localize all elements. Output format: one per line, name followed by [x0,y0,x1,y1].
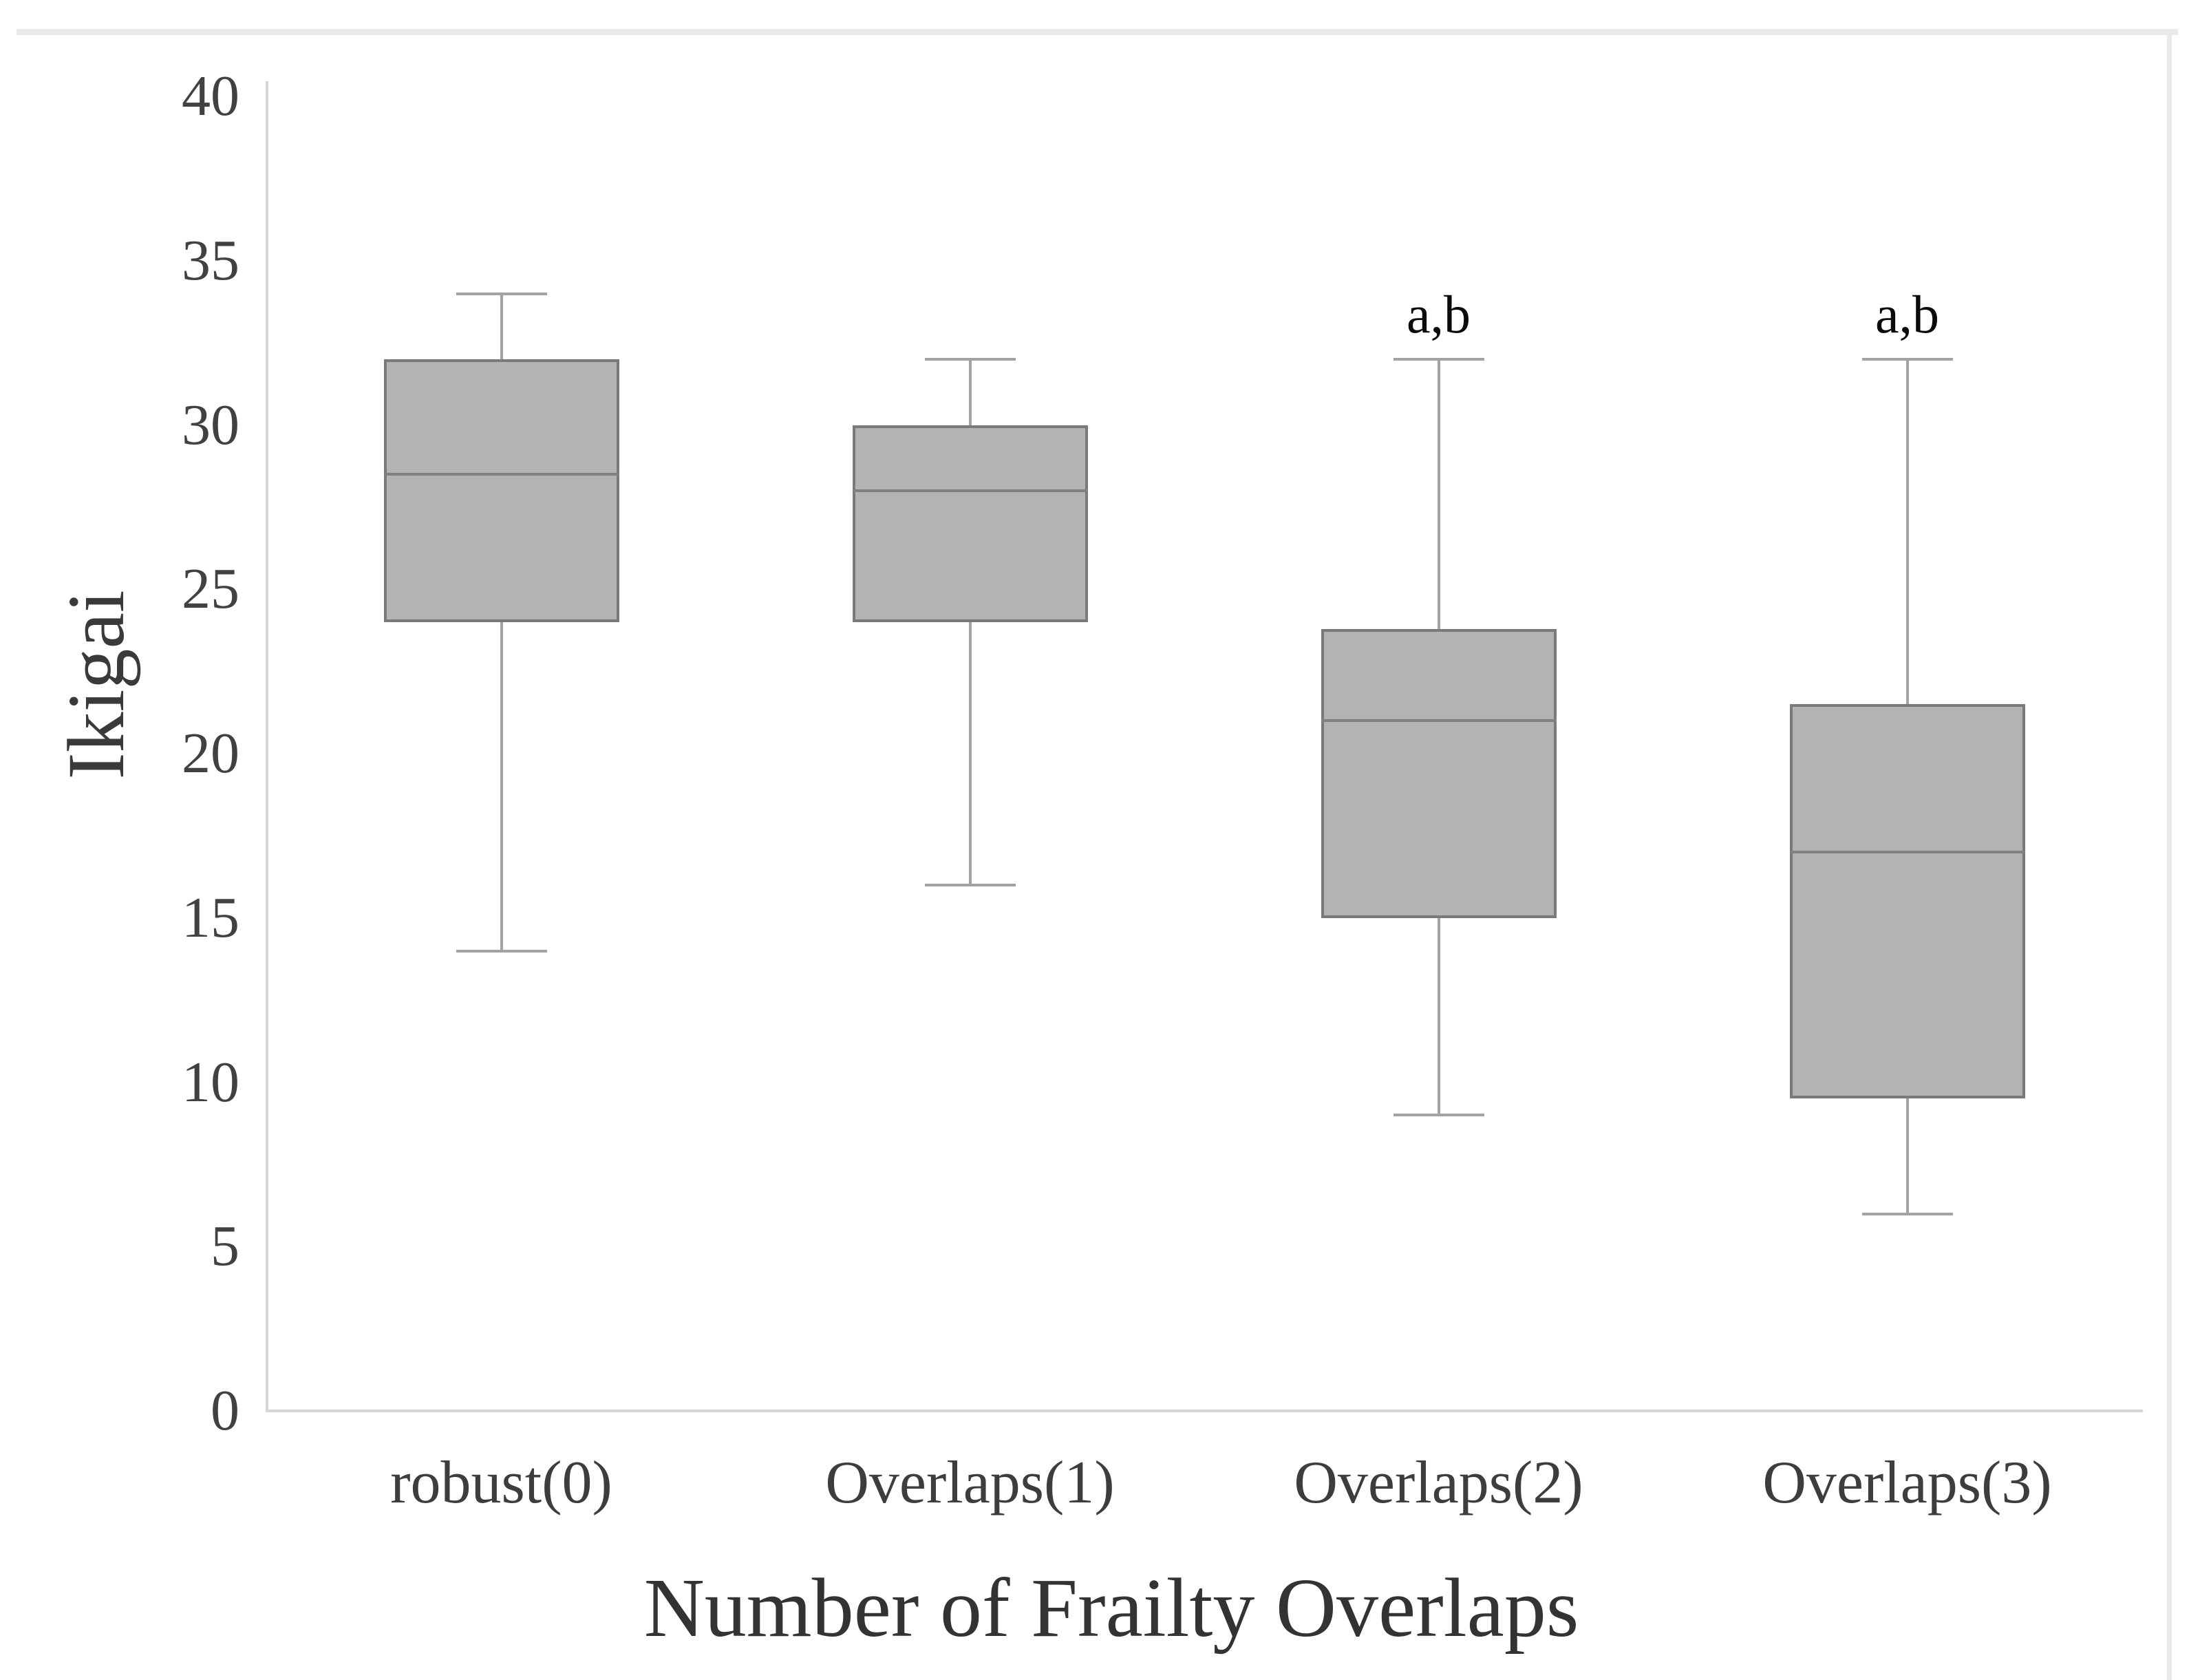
y-tick-label: 15 [182,885,239,950]
median-line [852,489,1088,492]
upper-whisker-cap [1393,358,1484,361]
x-axis-title: Number of Frailty Overlaps [643,1562,1579,1655]
lower-whisker-cap [924,884,1016,886]
x-category-label: Overlaps(3) [1762,1449,2052,1516]
x-category-label: Overlaps(1) [825,1449,1115,1516]
upper-whisker-cap [456,292,547,295]
y-axis-line [266,81,268,1412]
y-tick-label: 35 [182,228,239,293]
y-tick-label: 20 [182,721,239,785]
upper-whisker-line [500,293,503,359]
significance-label: a,b [1406,284,1471,344]
median-line [1789,851,2025,854]
lower-whisker-cap [1861,1212,1953,1215]
page-top-border [17,29,2178,35]
iqr-box [852,425,1088,622]
iqr-box [383,359,619,622]
upper-whisker-cap [1861,358,1953,361]
x-category-label: robust(0) [390,1449,612,1516]
y-tick-label: 25 [182,557,239,621]
lower-whisker-cap [456,949,547,953]
y-tick-label: 0 [211,1379,239,1443]
y-tick-label: 30 [182,392,239,457]
y-tick-label: 40 [182,64,239,128]
upper-whisker-line [968,359,972,425]
upper-whisker-line [1905,359,1909,705]
upper-whisker-cap [924,358,1016,361]
x-axis-line [266,1410,2143,1412]
significance-label: a,b [1875,284,1940,344]
y-axis-title: Ikigai [51,590,141,780]
x-category-label: Overlaps(2) [1294,1449,1583,1516]
lower-whisker-line [968,622,972,885]
lower-whisker-line [500,622,503,951]
page-right-border [2167,29,2172,1680]
median-line [1321,719,1557,723]
y-tick-label: 10 [182,1050,239,1114]
iqr-box [1321,628,1557,918]
lower-whisker-line [1905,1098,1909,1214]
lower-whisker-cap [1393,1114,1484,1117]
y-tick-label: 5 [211,1214,239,1279]
lower-whisker-line [1437,917,1440,1116]
median-line [383,473,619,476]
iqr-box [1789,704,2025,1099]
upper-whisker-line [1437,359,1440,629]
